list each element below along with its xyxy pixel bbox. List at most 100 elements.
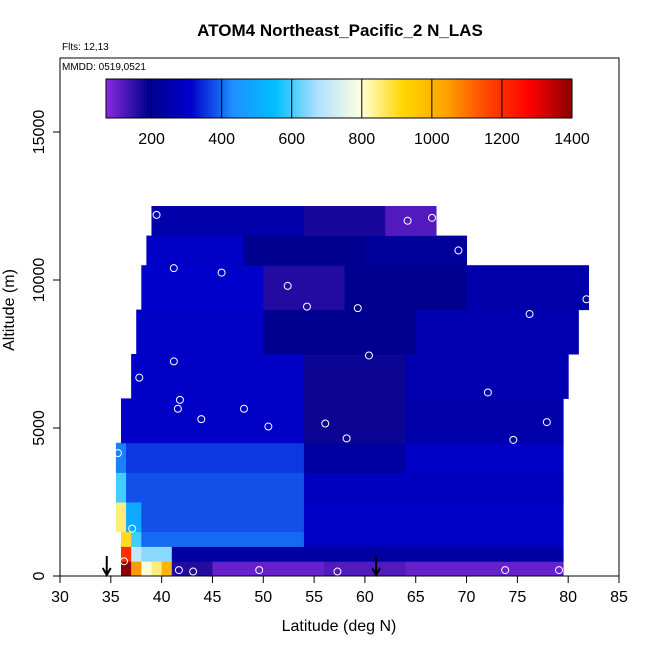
x-tick-label: 75 xyxy=(508,589,526,606)
y-tick-label: 0 xyxy=(31,571,48,580)
heatmap-cell xyxy=(405,354,569,399)
x-axis: 30 35 40 45 50 55 60 65 70 75 80 85 xyxy=(51,576,628,606)
heatmap-cell xyxy=(115,442,127,473)
heatmap-cell xyxy=(141,531,305,547)
observation-point xyxy=(509,435,518,444)
observation-point xyxy=(255,566,264,575)
x-tick-label: 65 xyxy=(407,589,425,606)
heatmap-cell xyxy=(141,265,264,311)
observation-points xyxy=(113,210,591,576)
observation-point xyxy=(264,422,273,431)
colorbar-tick-label: 200 xyxy=(138,131,165,148)
observation-point xyxy=(189,567,198,576)
heatmap-cell xyxy=(126,502,142,533)
observation-point xyxy=(321,419,330,428)
heatmap-cell xyxy=(212,561,325,577)
heatmap-cell xyxy=(151,206,305,237)
x-tick-label: 60 xyxy=(356,589,374,606)
heatmap-cell xyxy=(151,561,163,577)
heatmap-cell xyxy=(120,561,132,577)
observation-point xyxy=(403,216,412,225)
chart-title: ATOM4 Northeast_Pacific_2 N_LAS xyxy=(197,21,483,40)
down-arrow-icon xyxy=(371,556,381,578)
x-tick-label: 35 xyxy=(102,589,120,606)
heatmap-cell xyxy=(141,561,152,577)
x-tick-label: 40 xyxy=(153,589,171,606)
heatmap-cell xyxy=(115,472,127,503)
heatmap-cell xyxy=(242,235,366,266)
heatmap-cell xyxy=(263,309,417,355)
heatmap-cell xyxy=(303,442,407,473)
heatmap-cell xyxy=(141,546,173,562)
heatmap-cell xyxy=(131,354,305,399)
heatmap-cell xyxy=(364,235,468,266)
y-axis: 0 5000 10000 15000 xyxy=(31,110,60,580)
observation-point xyxy=(217,268,226,277)
x-tick-label: 50 xyxy=(254,589,272,606)
colorbar-tick-label: 400 xyxy=(208,131,235,148)
colorbar-tick-label: 1200 xyxy=(484,131,520,148)
observation-point xyxy=(113,449,122,458)
observation-point xyxy=(555,566,564,575)
observation-point xyxy=(483,388,492,397)
heatmap-cell xyxy=(171,561,213,577)
heatmap-cell xyxy=(263,265,346,311)
down-arrow-icon xyxy=(101,556,112,578)
y-axis-label: Altitude (m) xyxy=(1,269,18,351)
observation-point xyxy=(454,246,463,255)
heatmap-cell xyxy=(303,531,564,547)
heatmap-cell xyxy=(303,398,407,444)
heatmap-cell xyxy=(303,206,386,237)
heatmap-cell xyxy=(324,561,407,577)
observation-point xyxy=(333,567,342,576)
dates-label: MMDD: 0519,0521 xyxy=(62,62,146,73)
observation-point xyxy=(582,295,591,304)
heatmap-cell xyxy=(126,472,305,503)
observation-point xyxy=(283,281,292,290)
x-tick-label: 55 xyxy=(305,589,323,606)
heatmap-cell xyxy=(405,398,564,444)
observation-point xyxy=(342,434,351,443)
colorbar-tick-label: 800 xyxy=(348,131,375,148)
observation-point xyxy=(169,357,178,366)
colorbar-tick-label: 1400 xyxy=(554,131,590,148)
heatmap-cell xyxy=(126,442,305,473)
heatmap-cell xyxy=(120,531,132,547)
heatmap-cell xyxy=(161,561,173,577)
observation-point xyxy=(364,351,373,360)
x-tick-label: 80 xyxy=(559,589,577,606)
x-axis-label: Latitude (deg N) xyxy=(282,618,397,635)
arrow-head xyxy=(371,567,381,578)
colorbar: 200 400 600 800 1000 1200 1400 xyxy=(105,78,590,148)
heatmap-cell xyxy=(303,472,564,503)
heatmap-cell xyxy=(120,546,132,562)
x-tick-label: 70 xyxy=(458,589,476,606)
colorbar-gradient xyxy=(105,78,573,119)
colorbar-tick-label: 1000 xyxy=(414,131,450,148)
observation-point xyxy=(427,213,436,222)
flights-label: Flts: 12,13 xyxy=(62,42,109,53)
plot-frame xyxy=(59,57,620,577)
observation-point xyxy=(174,566,183,575)
x-tick-label: 45 xyxy=(204,589,222,606)
position-arrows xyxy=(101,556,381,578)
arrow-head xyxy=(101,567,112,578)
observation-point xyxy=(525,310,534,319)
observation-point xyxy=(173,404,182,413)
colorbar-tick-label: 600 xyxy=(278,131,305,148)
heatmap-cell xyxy=(415,309,579,355)
observation-point xyxy=(152,210,161,219)
heatmap-cell xyxy=(146,235,244,266)
observation-point xyxy=(175,395,184,404)
heatmap-cell xyxy=(115,502,127,533)
heatmap-cell xyxy=(303,354,407,399)
heatmap-cell xyxy=(171,546,564,562)
observation-point xyxy=(501,566,510,575)
x-tick-label: 30 xyxy=(51,589,69,606)
observation-point xyxy=(128,524,137,533)
heatmap-cell xyxy=(344,265,468,311)
observation-point xyxy=(542,418,551,427)
y-tick-label: 10000 xyxy=(31,258,48,303)
x-tick-label: 85 xyxy=(610,589,628,606)
